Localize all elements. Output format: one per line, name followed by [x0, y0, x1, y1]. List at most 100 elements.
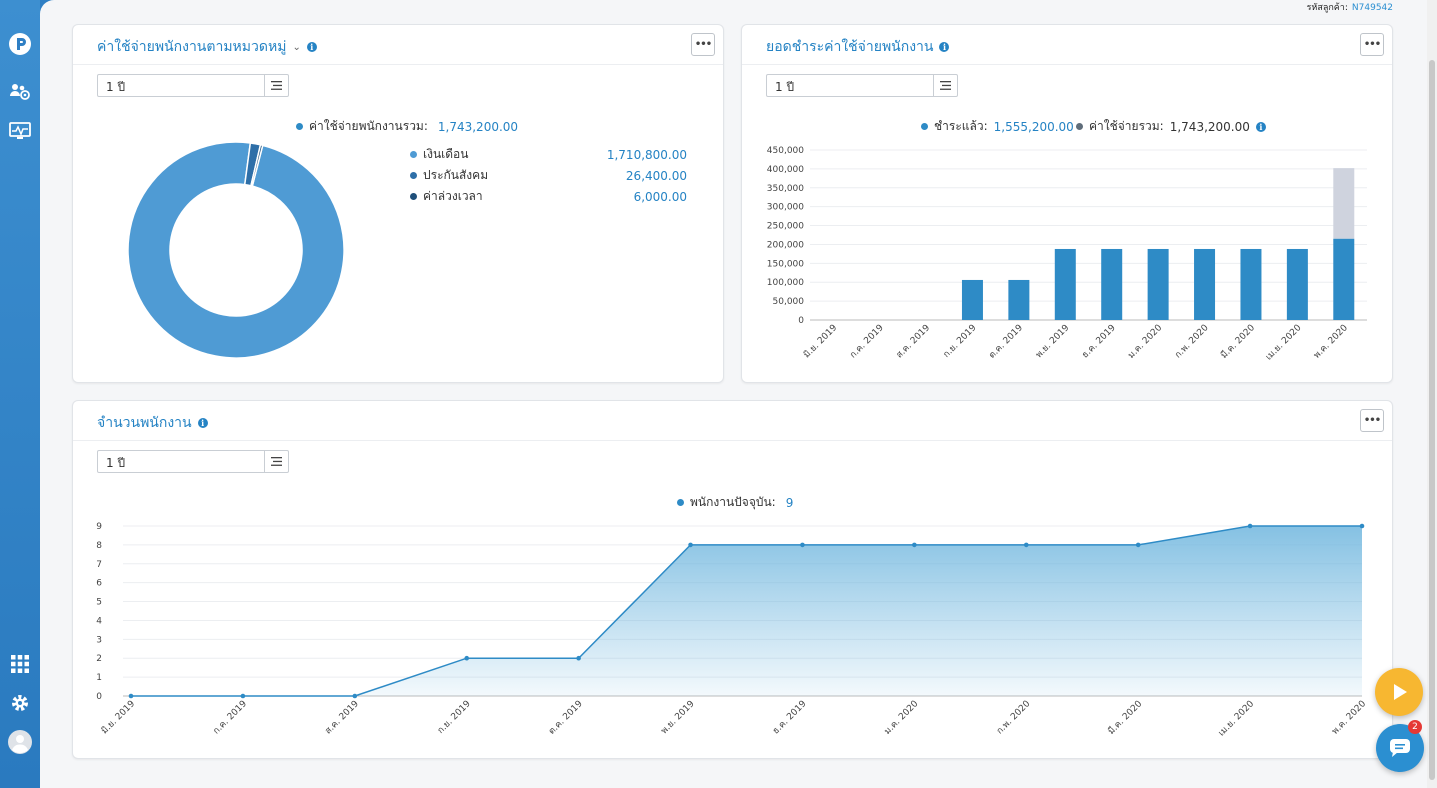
legend-dot [296, 123, 303, 130]
payment-bar-chart: 0 50,000 100,000 150,000 200,000 250,000 300,0… [767, 146, 1367, 363]
menu-lines-icon[interactable] [933, 75, 957, 96]
period-select[interactable]: 1 ปี [97, 450, 289, 473]
total-expense-legend[interactable]: ค่าใช้จ่ายรวม: 1,743,200.00 i [1076, 117, 1266, 136]
more-options-button[interactable]: ••• [1360, 409, 1384, 432]
menu-lines-icon[interactable] [264, 451, 288, 472]
y-tick-label: 1 [96, 673, 102, 683]
y-tick-label: 4 [96, 616, 102, 626]
payment-title: ยอดชำระค่าใช้จ่ายพนักงาน i [766, 36, 950, 58]
info-icon[interactable]: i [306, 42, 317, 52]
y-tick-label: 2 [96, 654, 102, 664]
legend-dot [410, 172, 417, 179]
logo-icon[interactable] [8, 32, 32, 56]
x-tick-label: มิ.ย. 2019 [99, 698, 137, 736]
x-tick-label: ก.พ. 2020 [995, 699, 1033, 737]
x-tick-label: ต.ค. 2019 [987, 323, 1025, 361]
expense-category-title[interactable]: ค่าใช้จ่ายพนักงานตามหมวดหมู่ ⌄ i [97, 36, 317, 58]
y-tick-label: 3 [96, 635, 102, 645]
paid-legend[interactable]: ชำระแล้ว: 1,555,200.00 [921, 117, 1074, 136]
play-icon [1394, 684, 1407, 700]
x-tick-label: มี.ค. 2020 [1106, 698, 1145, 737]
data-point [912, 542, 917, 548]
main-content: รหัสลูกค้า: N749542 ค่าใช้จ่ายพนักงานตามห… [40, 0, 1437, 788]
area-line [131, 525, 1362, 697]
y-tick-label: 300,000 [767, 203, 804, 213]
gear-icon[interactable] [8, 691, 32, 715]
y-tick-label: 6 [96, 579, 102, 589]
bar-paid [1240, 248, 1262, 320]
x-tick-label: พ.ค. 2020 [1330, 699, 1368, 737]
more-options-button[interactable]: ••• [691, 33, 715, 56]
customer-id-label: รหัสลูกค้า: [1306, 3, 1348, 13]
data-point [1359, 523, 1365, 529]
menu-lines-icon[interactable] [264, 75, 288, 96]
donut-slice [127, 141, 345, 359]
period-select[interactable]: 1 ปี [766, 74, 958, 97]
x-tick-label: ส.ค. 2019 [895, 323, 933, 361]
data-point [240, 693, 246, 699]
period-select[interactable]: 1 ปี [97, 74, 289, 97]
customer-id: รหัสลูกค้า: N749542 [1307, 0, 1393, 14]
scrollbar[interactable] [1427, 0, 1437, 788]
info-icon[interactable]: i [939, 42, 950, 52]
play-tutorial-button[interactable] [1375, 668, 1423, 716]
x-tick-label: เม.ย. 2020 [1217, 699, 1257, 739]
x-tick-label: พ.ย. 2019 [659, 699, 696, 736]
payment-card: ยอดชำระค่าใช้จ่ายพนักงาน i ••• 1 ปี ชำระ… [741, 24, 1393, 383]
data-point [464, 655, 470, 661]
legend-value: 6,000.00 [633, 189, 687, 204]
x-tick-label: เม.ย. 2020 [1264, 323, 1304, 363]
legend-item[interactable]: ประกันสังคม 26,400.00 [410, 166, 687, 185]
headcount-area-chart: 0 1 2 3 4 5 6 7 8 9 มิ.ย. 2019 ก.ค. 2019 ส.ค. 2019 ก.… [96, 522, 1368, 739]
x-tick-label: พ.ค. 2020 [1312, 323, 1350, 361]
payment-title-text: ยอดชำระค่าใช้จ่ายพนักงาน [766, 39, 934, 55]
legend-label: ประกันสังคม [423, 168, 489, 182]
apps-grid-icon[interactable] [8, 652, 32, 676]
legend-dot [410, 193, 417, 200]
user-avatar-icon[interactable] [8, 730, 32, 754]
legend-dot [1076, 123, 1083, 130]
x-tick-label: ก.ค. 2019 [848, 323, 886, 361]
monitor-chart-icon[interactable] [8, 119, 32, 143]
x-tick-label: ม.ค. 2020 [883, 699, 921, 737]
bar-paid [1333, 238, 1355, 320]
data-point [1023, 542, 1029, 548]
x-tick-label: ธ.ค. 2019 [771, 699, 809, 737]
people-settings-icon[interactable] [8, 80, 32, 104]
info-icon[interactable]: i [1255, 121, 1266, 132]
expense-category-title-text: ค่าใช้จ่ายพนักงานตามหมวดหมู่ [97, 39, 287, 55]
bar-paid [1147, 248, 1169, 320]
x-tick-label: ม.ค. 2020 [1126, 323, 1164, 361]
bar-paid [1054, 248, 1076, 320]
info-icon[interactable]: i [197, 418, 208, 428]
paid-value: 1,555,200.00 [993, 119, 1074, 134]
data-point [576, 655, 581, 661]
sidebar [0, 0, 40, 788]
headcount-card: จำนวนพนักงาน i ••• 1 ปี พนักงานปัจจุบัน:… [72, 400, 1393, 759]
x-tick-label: มิ.ย. 2019 [801, 322, 839, 360]
legend-value: 1,710,800.00 [606, 147, 687, 162]
period-select-value: 1 ปี [106, 456, 126, 470]
chat-button[interactable]: 2 [1376, 720, 1424, 772]
headcount-title: จำนวนพนักงาน i [97, 412, 208, 434]
headcount-legend[interactable]: พนักงานปัจจุบัน: 9 [677, 493, 793, 512]
y-tick-label: 0 [798, 316, 804, 326]
chat-badge: 2 [1408, 720, 1422, 734]
y-tick-label: 9 [96, 522, 102, 532]
area-fill [131, 526, 1362, 696]
y-tick-label: 250,000 [767, 222, 804, 232]
more-options-button[interactable]: ••• [1360, 33, 1384, 56]
scrollbar-thumb[interactable] [1429, 60, 1435, 780]
chevron-down-icon[interactable]: ⌄ [292, 41, 301, 53]
bar-paid [961, 279, 983, 320]
expense-total-value: 1,743,200.00 [437, 119, 519, 134]
expense-category-card: ค่าใช้จ่ายพนักงานตามหมวดหมู่ ⌄ i ••• 1 ป… [72, 24, 724, 383]
legend-item[interactable]: เงินเดือน 1,710,800.00 [410, 145, 687, 164]
data-point [1135, 542, 1141, 548]
y-tick-label: 0 [96, 692, 102, 702]
total-expense-value: 1,743,200.00 [1169, 119, 1250, 134]
total-expense-label: ค่าใช้จ่ายรวม: [1089, 119, 1164, 133]
data-point [128, 693, 134, 699]
legend-item[interactable]: ค่าล่วงเวลา 6,000.00 [410, 187, 687, 206]
legend-label: ค่าล่วงเวลา [423, 189, 483, 203]
